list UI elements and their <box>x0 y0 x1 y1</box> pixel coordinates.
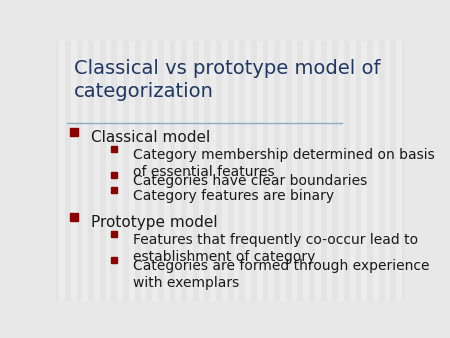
Bar <box>181 41 187 301</box>
Text: Features that frequently co-occur lead to
establishment of category: Features that frequently co-occur lead t… <box>133 233 418 264</box>
Bar <box>373 41 379 301</box>
Bar <box>129 41 135 301</box>
Text: Categories are formed through experience
with exemplars: Categories are formed through experience… <box>133 259 429 290</box>
Text: Category membership determined on basis
of essential features: Category membership determined on basis … <box>133 148 435 179</box>
Bar <box>82 41 88 301</box>
Bar <box>140 41 146 301</box>
Bar <box>245 41 251 301</box>
Bar <box>112 41 117 301</box>
Bar <box>367 41 373 301</box>
Bar <box>54 41 59 301</box>
Bar <box>106 41 112 301</box>
Bar <box>123 41 129 301</box>
Bar <box>356 41 361 301</box>
Bar <box>193 41 198 301</box>
Bar <box>187 41 193 301</box>
Bar <box>344 41 350 301</box>
Bar <box>176 41 181 301</box>
Bar <box>71 41 77 301</box>
Bar <box>204 41 210 301</box>
Text: Category features are binary: Category features are binary <box>133 189 334 203</box>
Bar <box>327 41 333 301</box>
Bar <box>65 41 71 301</box>
Bar <box>286 41 292 301</box>
Bar <box>94 41 100 301</box>
Text: Classical model: Classical model <box>91 130 211 145</box>
Bar <box>292 41 297 301</box>
Bar <box>222 41 228 301</box>
Bar <box>333 41 338 301</box>
Bar <box>263 41 268 301</box>
Bar <box>321 41 327 301</box>
Bar <box>402 41 408 301</box>
Bar <box>100 41 106 301</box>
Bar <box>391 41 396 301</box>
Text: Classical vs prototype model of
categorization: Classical vs prototype model of categori… <box>74 59 380 100</box>
Bar <box>152 41 158 301</box>
Bar <box>210 41 216 301</box>
Bar <box>315 41 321 301</box>
Bar <box>170 41 176 301</box>
Bar <box>379 41 385 301</box>
Bar <box>361 41 367 301</box>
Bar <box>280 41 286 301</box>
Bar <box>309 41 315 301</box>
Bar <box>216 41 222 301</box>
Bar <box>385 41 391 301</box>
Bar <box>257 41 263 301</box>
Bar <box>198 41 204 301</box>
Bar <box>303 41 309 301</box>
Bar <box>59 41 65 301</box>
Bar <box>234 41 239 301</box>
Bar <box>274 41 280 301</box>
Bar <box>146 41 152 301</box>
Bar <box>117 41 123 301</box>
Bar <box>350 41 356 301</box>
Bar <box>297 41 303 301</box>
Bar <box>76 41 82 301</box>
Text: Categories have clear boundaries: Categories have clear boundaries <box>133 174 367 188</box>
Bar <box>251 41 257 301</box>
Bar <box>239 41 245 301</box>
Bar <box>88 41 94 301</box>
Bar <box>158 41 164 301</box>
Bar <box>396 41 402 301</box>
Bar <box>228 41 234 301</box>
Bar <box>135 41 140 301</box>
Bar <box>338 41 344 301</box>
Bar <box>268 41 274 301</box>
Bar <box>164 41 170 301</box>
Text: Prototype model: Prototype model <box>91 215 218 231</box>
